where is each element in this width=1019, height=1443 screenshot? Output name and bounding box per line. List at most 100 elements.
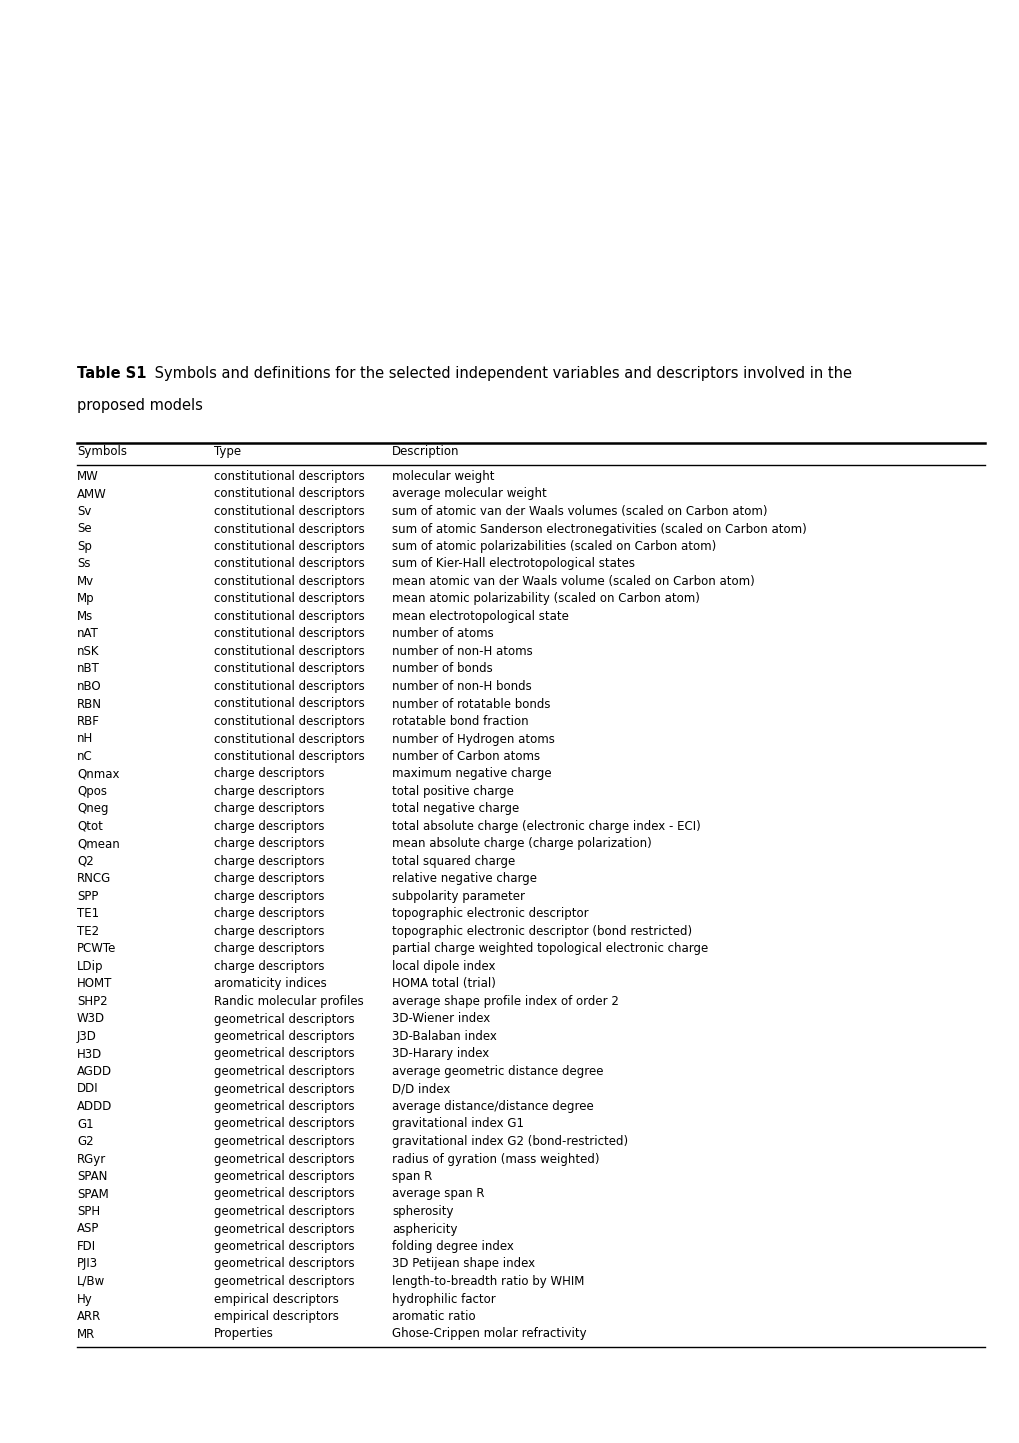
Text: geometrical descriptors: geometrical descriptors (214, 1170, 355, 1183)
Text: average shape profile index of order 2: average shape profile index of order 2 (391, 996, 619, 1009)
Text: geometrical descriptors: geometrical descriptors (214, 1117, 355, 1130)
Text: FDI: FDI (76, 1240, 96, 1253)
Text: Qnmax: Qnmax (76, 768, 119, 781)
Text: constitutional descriptors: constitutional descriptors (214, 680, 365, 693)
Text: radius of gyration (mass weighted): radius of gyration (mass weighted) (391, 1153, 599, 1166)
Text: PJI3: PJI3 (76, 1257, 98, 1270)
Text: charge descriptors: charge descriptors (214, 925, 324, 938)
Text: charge descriptors: charge descriptors (214, 856, 324, 869)
Text: AGDD: AGDD (76, 1065, 112, 1078)
Text: spherosity: spherosity (391, 1205, 453, 1218)
Text: TE1: TE1 (76, 908, 99, 921)
Text: sum of atomic Sanderson electronegativities (scaled on Carbon atom): sum of atomic Sanderson electronegativit… (391, 522, 806, 535)
Text: LDip: LDip (76, 960, 103, 973)
Text: constitutional descriptors: constitutional descriptors (214, 470, 365, 483)
Text: partial charge weighted topological electronic charge: partial charge weighted topological elec… (391, 942, 707, 955)
Text: ADDD: ADDD (76, 1100, 112, 1113)
Text: constitutional descriptors: constitutional descriptors (214, 610, 365, 623)
Text: number of bonds: number of bonds (391, 662, 492, 675)
Text: DDI: DDI (76, 1082, 99, 1095)
Text: average molecular weight: average molecular weight (391, 488, 546, 501)
Text: Se: Se (76, 522, 92, 535)
Text: charge descriptors: charge descriptors (214, 873, 324, 886)
Text: Type: Type (214, 444, 240, 457)
Text: charge descriptors: charge descriptors (214, 785, 324, 798)
Text: HOMA total (trial): HOMA total (trial) (391, 977, 495, 990)
Text: gravitational index G1: gravitational index G1 (391, 1117, 524, 1130)
Text: geometrical descriptors: geometrical descriptors (214, 1013, 355, 1026)
Text: geometrical descriptors: geometrical descriptors (214, 1240, 355, 1253)
Text: geometrical descriptors: geometrical descriptors (214, 1082, 355, 1095)
Text: H3D: H3D (76, 1048, 102, 1061)
Text: Hy: Hy (76, 1293, 93, 1306)
Text: constitutional descriptors: constitutional descriptors (214, 714, 365, 729)
Text: constitutional descriptors: constitutional descriptors (214, 522, 365, 535)
Text: empirical descriptors: empirical descriptors (214, 1293, 338, 1306)
Text: nSK: nSK (76, 645, 100, 658)
Text: folding degree index: folding degree index (391, 1240, 514, 1253)
Text: mean atomic van der Waals volume (scaled on Carbon atom): mean atomic van der Waals volume (scaled… (391, 574, 754, 587)
Text: asphericity: asphericity (391, 1222, 458, 1235)
Text: Randic molecular profiles: Randic molecular profiles (214, 996, 364, 1009)
Text: proposed models: proposed models (76, 398, 203, 413)
Text: geometrical descriptors: geometrical descriptors (214, 1153, 355, 1166)
Text: nBO: nBO (76, 680, 102, 693)
Text: constitutional descriptors: constitutional descriptors (214, 733, 365, 746)
Text: total negative charge: total negative charge (391, 802, 519, 815)
Text: geometrical descriptors: geometrical descriptors (214, 1048, 355, 1061)
Text: Qmean: Qmean (76, 837, 119, 850)
Text: nBT: nBT (76, 662, 100, 675)
Text: average geometric distance degree: average geometric distance degree (391, 1065, 603, 1078)
Text: PCWTe: PCWTe (76, 942, 116, 955)
Text: Properties: Properties (214, 1328, 274, 1341)
Text: SPP: SPP (76, 890, 98, 903)
Text: hydrophilic factor: hydrophilic factor (391, 1293, 495, 1306)
Text: Qtot: Qtot (76, 820, 103, 833)
Text: length-to-breadth ratio by WHIM: length-to-breadth ratio by WHIM (391, 1276, 584, 1289)
Text: constitutional descriptors: constitutional descriptors (214, 645, 365, 658)
Text: D/D index: D/D index (391, 1082, 450, 1095)
Text: RNCG: RNCG (76, 873, 111, 886)
Text: 3D-Balaban index: 3D-Balaban index (391, 1030, 496, 1043)
Text: Table S1: Table S1 (76, 367, 147, 381)
Text: charge descriptors: charge descriptors (214, 942, 324, 955)
Text: Q2: Q2 (76, 856, 94, 869)
Text: W3D: W3D (76, 1013, 105, 1026)
Text: maximum negative charge: maximum negative charge (391, 768, 551, 781)
Text: aromaticity indices: aromaticity indices (214, 977, 326, 990)
Text: RGyr: RGyr (76, 1153, 106, 1166)
Text: nAT: nAT (76, 628, 99, 641)
Text: L/Bw: L/Bw (76, 1276, 105, 1289)
Text: TE2: TE2 (76, 925, 99, 938)
Text: AMW: AMW (76, 488, 107, 501)
Text: geometrical descriptors: geometrical descriptors (214, 1065, 355, 1078)
Text: geometrical descriptors: geometrical descriptors (214, 1136, 355, 1149)
Text: rotatable bond fraction: rotatable bond fraction (391, 714, 528, 729)
Text: MW: MW (76, 470, 99, 483)
Text: Qpos: Qpos (76, 785, 107, 798)
Text: ARR: ARR (76, 1310, 101, 1323)
Text: constitutional descriptors: constitutional descriptors (214, 505, 365, 518)
Text: geometrical descriptors: geometrical descriptors (214, 1257, 355, 1270)
Text: molecular weight: molecular weight (391, 470, 494, 483)
Text: total absolute charge (electronic charge index - ECI): total absolute charge (electronic charge… (391, 820, 700, 833)
Text: topographic electronic descriptor: topographic electronic descriptor (391, 908, 588, 921)
Text: number of rotatable bonds: number of rotatable bonds (391, 697, 550, 710)
Text: G2: G2 (76, 1136, 94, 1149)
Text: SHP2: SHP2 (76, 996, 108, 1009)
Text: Symbols and definitions for the selected independent variables and descriptors i: Symbols and definitions for the selected… (150, 367, 851, 381)
Text: Ghose-Crippen molar refractivity: Ghose-Crippen molar refractivity (391, 1328, 586, 1341)
Text: geometrical descriptors: geometrical descriptors (214, 1030, 355, 1043)
Text: aromatic ratio: aromatic ratio (391, 1310, 475, 1323)
Text: SPAM: SPAM (76, 1188, 109, 1201)
Text: Symbols: Symbols (76, 444, 127, 457)
Text: Ss: Ss (76, 557, 91, 570)
Text: span R: span R (391, 1170, 432, 1183)
Text: sum of atomic van der Waals volumes (scaled on Carbon atom): sum of atomic van der Waals volumes (sca… (391, 505, 766, 518)
Text: RBN: RBN (76, 697, 102, 710)
Text: nH: nH (76, 733, 93, 746)
Text: number of non-H bonds: number of non-H bonds (391, 680, 531, 693)
Text: geometrical descriptors: geometrical descriptors (214, 1188, 355, 1201)
Text: constitutional descriptors: constitutional descriptors (214, 593, 365, 606)
Text: local dipole index: local dipole index (391, 960, 495, 973)
